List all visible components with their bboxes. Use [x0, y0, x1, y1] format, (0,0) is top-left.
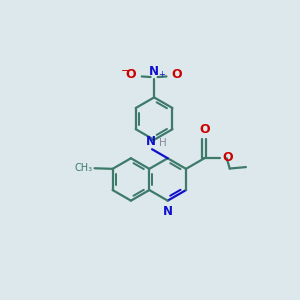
Text: N: N	[163, 206, 173, 218]
Text: O: O	[199, 123, 210, 136]
Text: O: O	[126, 68, 136, 81]
Text: +: +	[158, 70, 165, 79]
Text: H: H	[158, 138, 166, 148]
Text: O: O	[172, 68, 182, 81]
Text: N: N	[146, 135, 156, 148]
Text: N: N	[149, 64, 159, 78]
Text: −: −	[121, 66, 130, 76]
Text: CH₃: CH₃	[74, 163, 92, 173]
Text: O: O	[222, 151, 233, 164]
